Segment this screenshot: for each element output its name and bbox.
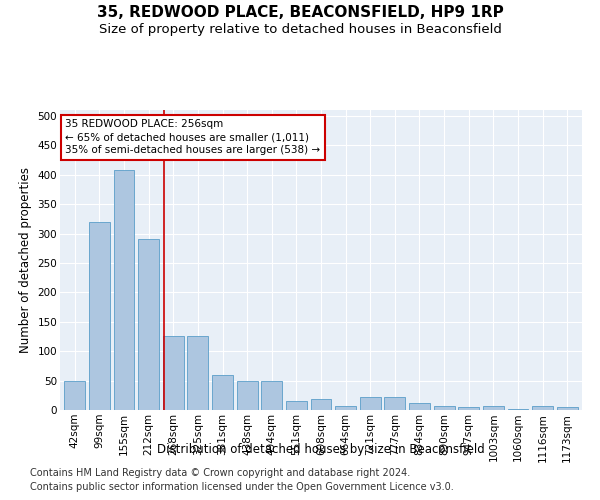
Bar <box>557 407 578 410</box>
Bar <box>335 406 356 410</box>
Bar <box>261 380 282 410</box>
Bar <box>113 170 134 410</box>
Text: Contains HM Land Registry data © Crown copyright and database right 2024.: Contains HM Land Registry data © Crown c… <box>30 468 410 477</box>
Text: Size of property relative to detached houses in Beaconsfield: Size of property relative to detached ho… <box>98 22 502 36</box>
Text: 35 REDWOOD PLACE: 256sqm
← 65% of detached houses are smaller (1,011)
35% of sem: 35 REDWOOD PLACE: 256sqm ← 65% of detach… <box>65 119 320 156</box>
Bar <box>236 380 257 410</box>
Bar <box>409 403 430 410</box>
Bar <box>163 336 184 410</box>
Bar <box>286 401 307 410</box>
Bar <box>89 222 110 410</box>
Bar <box>532 406 553 410</box>
Bar <box>64 380 85 410</box>
Bar <box>187 336 208 410</box>
Bar <box>360 397 381 410</box>
Text: 35, REDWOOD PLACE, BEACONSFIELD, HP9 1RP: 35, REDWOOD PLACE, BEACONSFIELD, HP9 1RP <box>97 5 503 20</box>
Bar <box>212 374 233 410</box>
Bar <box>483 406 504 410</box>
Bar <box>138 240 159 410</box>
Bar <box>311 400 331 410</box>
Bar <box>508 409 529 410</box>
Bar <box>434 406 455 410</box>
Y-axis label: Number of detached properties: Number of detached properties <box>19 167 32 353</box>
Text: Contains public sector information licensed under the Open Government Licence v3: Contains public sector information licen… <box>30 482 454 492</box>
Text: Distribution of detached houses by size in Beaconsfield: Distribution of detached houses by size … <box>157 442 485 456</box>
Bar <box>385 397 406 410</box>
Bar <box>458 407 479 410</box>
